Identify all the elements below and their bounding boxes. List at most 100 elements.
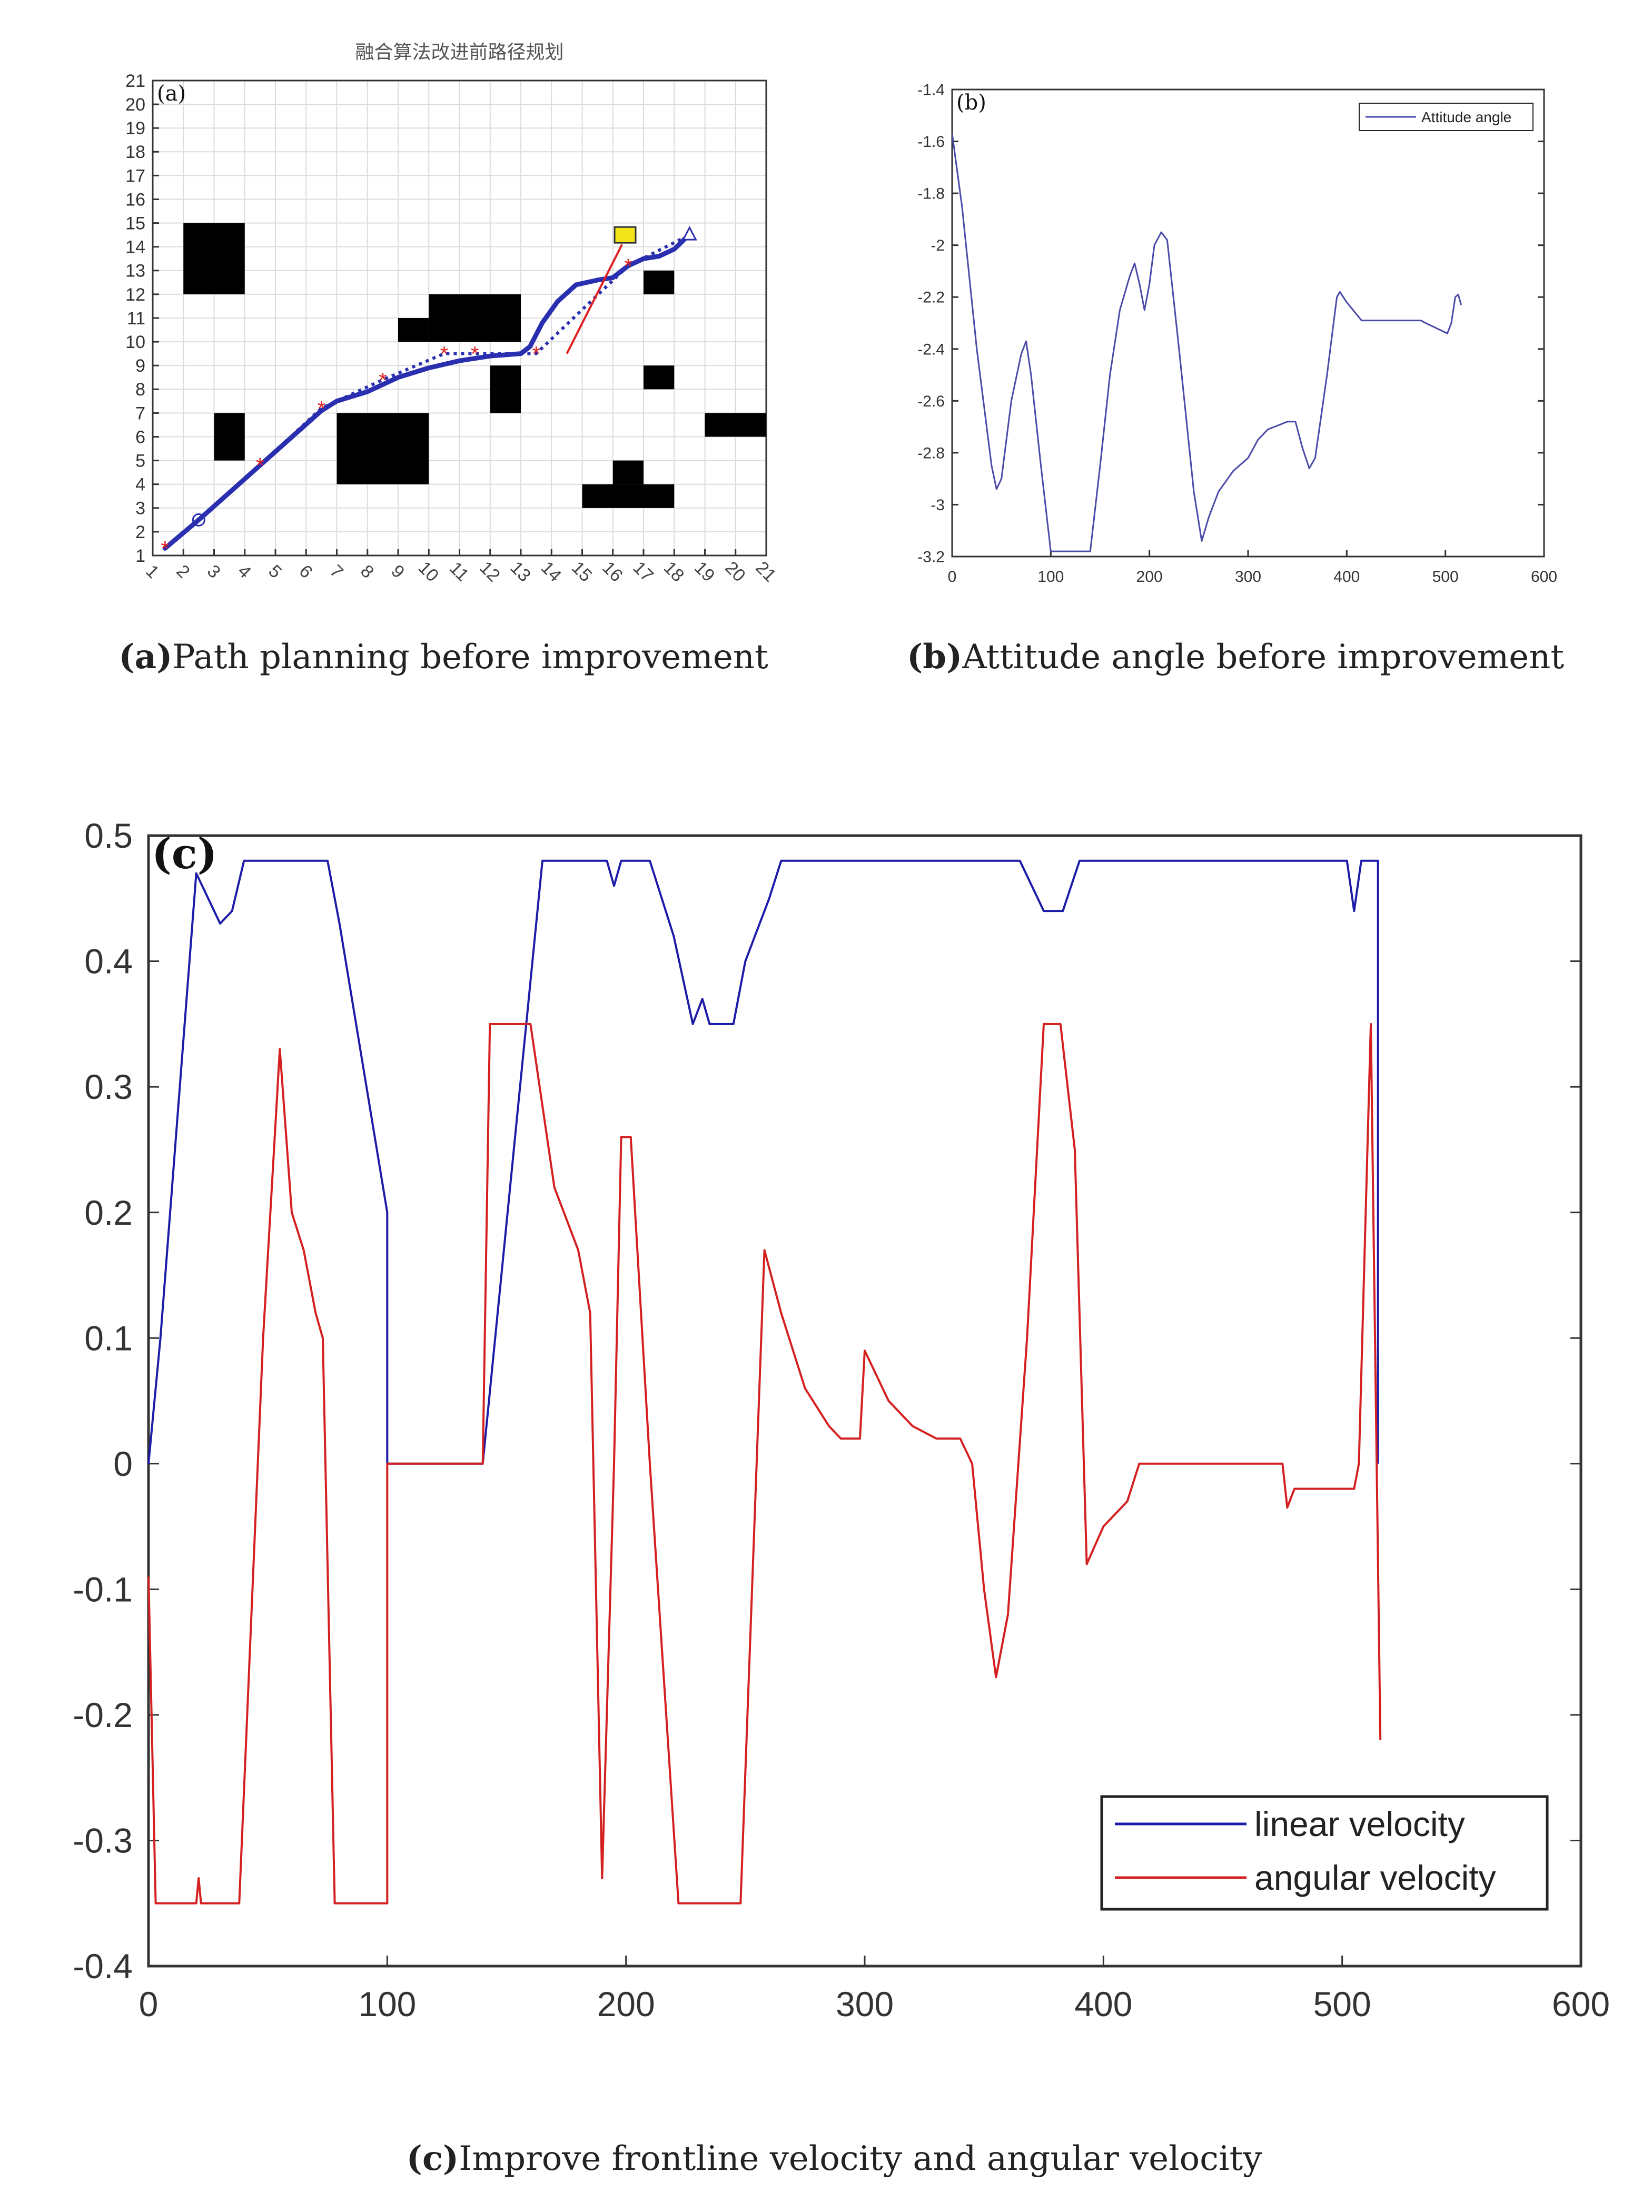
y-tick-label: -0.3: [73, 1821, 133, 1860]
obstacle-block: [644, 365, 675, 390]
y-tick-label: 17: [125, 166, 145, 186]
waypoint-star-marker: *: [318, 397, 326, 420]
y-tick-label: -2.6: [917, 393, 945, 410]
x-tick-label: 17: [629, 558, 657, 586]
y-tick-label: 13: [125, 261, 145, 281]
caption-a: (a)Path planning before improvement: [118, 637, 768, 677]
x-tick-label: 100: [1037, 568, 1064, 586]
x-tick-label: 300: [836, 1985, 894, 2023]
waypoint-star-marker: *: [532, 343, 540, 366]
y-tick-label: -0.4: [73, 1947, 133, 1986]
obstacle-block: [612, 460, 644, 484]
y-tick-label: 1: [135, 546, 145, 566]
y-tick-label: 6: [135, 427, 145, 447]
panel-label: (c): [152, 829, 217, 878]
x-tick-label: 19: [690, 558, 719, 586]
y-tick-label: -2.8: [917, 444, 945, 462]
legend-label: angular velocity: [1254, 1858, 1496, 1897]
y-tick-label: -2: [931, 237, 945, 254]
x-tick-label: 600: [1552, 1985, 1610, 2023]
y-tick-label: -3: [931, 497, 945, 514]
y-tick-label: -0.2: [73, 1695, 133, 1734]
y-tick-label: 9: [135, 356, 145, 376]
obstacle-block: [644, 270, 675, 294]
y-tick-label: 0: [113, 1444, 133, 1483]
legend-box: [1100, 1795, 1549, 1911]
x-tick-label: 500: [1432, 568, 1459, 586]
x-tick-label: 16: [598, 558, 627, 586]
legend-label: Attitude angle: [1421, 109, 1511, 125]
x-tick-label: 3: [203, 561, 224, 582]
y-tick-label: 4: [135, 475, 145, 495]
waypoint-star-marker: *: [379, 369, 387, 392]
y-tick-label: 20: [125, 95, 145, 115]
y-tick-label: 10: [125, 332, 145, 352]
obstacle-block: [337, 413, 429, 484]
caption-b-text: Attitude angle before improvement: [962, 638, 1565, 677]
y-tick-label: -1.6: [917, 133, 945, 151]
x-tick-label: 5: [264, 561, 285, 582]
waypoint-star-marker: *: [471, 343, 479, 366]
x-tick-label: 10: [414, 558, 443, 586]
x-tick-label: 200: [597, 1985, 655, 2023]
y-tick-label: 11: [127, 309, 145, 329]
x-tick-label: 600: [1531, 568, 1557, 586]
chart-c: 0 100 200 300 400 500 600 0.5 0.4 0.3 0.2 0.1 0 -0.1 -…: [73, 816, 1610, 2023]
obstacle-block: [705, 413, 766, 437]
chart-b: 0 100 200 300 400 500 600 -1.4 -1.6 -1.8 -2 -2.2 -2.…: [917, 82, 1557, 586]
waypoint-star-marker: *: [624, 255, 632, 278]
plot-frame: [951, 88, 1545, 558]
x-tick-label: 400: [1333, 568, 1360, 586]
x-tick-label: 20: [721, 558, 749, 586]
x-tick-label: 500: [1313, 1985, 1371, 2023]
obstacle-block: [183, 223, 245, 294]
y-tick-label: 14: [125, 237, 145, 257]
smoothed-path-line: [162, 235, 689, 551]
obstacle-block: [490, 365, 521, 413]
obstacle-block: [214, 413, 245, 461]
obstacle-block: [582, 484, 675, 508]
y-tick-label: 7: [135, 403, 145, 423]
caption-b: (b)Attitude angle before improvement: [907, 637, 1564, 677]
panel-label: (b): [956, 91, 986, 115]
caption-a-label: (a): [118, 637, 173, 677]
y-tick-label: 2: [135, 522, 145, 542]
moving-obstacle-square: [614, 226, 637, 244]
x-tick-label: 15: [568, 558, 596, 586]
panel-label: (a): [157, 82, 186, 106]
legend-item: linear velocity: [1115, 1804, 1465, 1843]
y-tick-label: 21: [125, 71, 145, 91]
y-tick-label: -1.8: [917, 185, 945, 203]
caption-c-text: Improve frontline velocity and angular v…: [459, 2139, 1262, 2178]
y-tick-label: 0.1: [84, 1318, 133, 1357]
legend-label: linear velocity: [1254, 1804, 1465, 1843]
y-tick-label: 0.4: [84, 942, 133, 981]
x-tick-label: 100: [358, 1985, 416, 2023]
x-tick-label: 400: [1074, 1985, 1132, 2023]
series-line-attitude-angle: [951, 133, 1462, 552]
planned-path-line: [164, 233, 690, 550]
y-tick-label: 12: [125, 285, 145, 305]
y-tick-label: 0.2: [84, 1193, 133, 1232]
start-circle-marker: [192, 513, 205, 527]
y-tick-label: -0.1: [73, 1570, 133, 1609]
chart-a: 1 2 3 4 5 6 7 8 9 10 11 12 13 14 15 16 17 18 19 20 211234567…: [125, 42, 780, 586]
y-tick-label: 15: [125, 214, 145, 234]
series-line-linear-velocity: [147, 859, 1379, 1465]
x-tick-label: 200: [1136, 568, 1163, 586]
chart-title: 融合算法改进前路径规划: [355, 42, 563, 63]
legend: Attitude angle: [1359, 103, 1534, 131]
waypoint-star-marker: *: [256, 454, 264, 478]
y-tick-label: 0.5: [84, 816, 133, 855]
legend: linear velocity angular velocity: [1100, 1795, 1549, 1911]
obstacle-heading-line: [566, 244, 624, 354]
y-tick-label: -2.2: [917, 289, 945, 306]
x-tick-label: 0: [948, 568, 957, 586]
waypoint-star-marker: *: [161, 537, 170, 560]
x-tick-label: 21: [751, 558, 780, 586]
x-tick-label: 14: [537, 558, 566, 586]
waypoint-star-marker: *: [440, 343, 449, 366]
x-tick-label: 12: [476, 558, 504, 586]
x-tick-label: 8: [357, 561, 378, 582]
x-tick-label: 18: [660, 558, 688, 586]
